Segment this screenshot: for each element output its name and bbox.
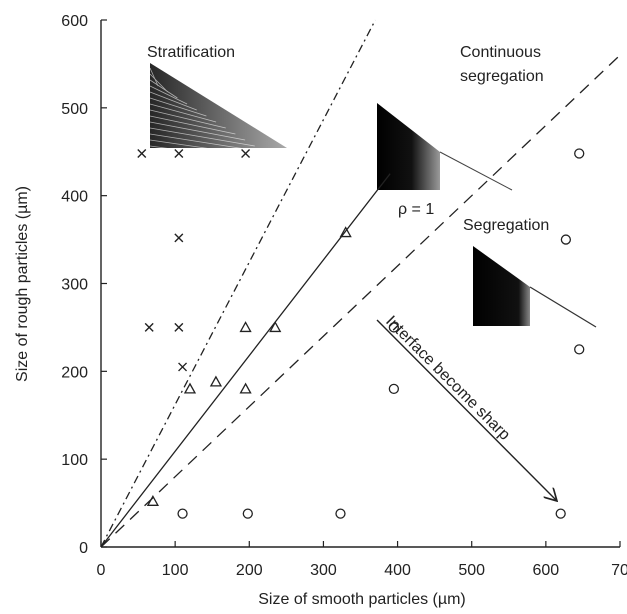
y-tick-label: 100 (61, 452, 88, 469)
point-x (174, 233, 184, 243)
point-circle (555, 508, 566, 519)
point-triangle (339, 226, 352, 238)
x-tick-label: 300 (310, 562, 337, 579)
y-tick-label: 500 (61, 101, 88, 118)
stratification-stripe (149, 109, 226, 129)
x-axis-label: Size of smooth particles (µm) (258, 591, 466, 608)
continuous-segregation-illustration (377, 103, 513, 191)
point-x-stroke (241, 149, 251, 159)
y-tick-label: 600 (61, 13, 88, 30)
stratification-stripe (149, 103, 217, 123)
x-tick-label: 100 (162, 562, 189, 579)
point-x (174, 149, 184, 159)
stratification-stripe (149, 85, 188, 105)
reference-line-dash-dot (100, 19, 376, 548)
point-x-stroke (137, 149, 147, 159)
point-circle (388, 322, 400, 333)
point-circle (560, 234, 572, 245)
point-triangle (146, 494, 160, 506)
annotation-segregation: Segregation (463, 217, 549, 234)
x-tick-label: 200 (236, 562, 263, 579)
stratification-stripe (149, 127, 255, 147)
point-x-stroke (178, 362, 188, 372)
point-circle (335, 508, 346, 519)
segregation-illustration (473, 246, 597, 328)
annotation-continuous-line1: Continuous (460, 44, 541, 61)
stratification-stripe (149, 139, 275, 159)
point-triangle (269, 321, 282, 333)
y-tick-label: 300 (61, 277, 88, 294)
annotation-stratification: Stratification (147, 44, 235, 61)
stratification-stripe (149, 97, 207, 117)
point-x-stroke (144, 322, 154, 332)
point-circle (177, 508, 188, 519)
x-tick-label: 0 (97, 562, 106, 579)
stratification-stripe (149, 91, 197, 111)
stratification-stripe (149, 67, 159, 87)
stratification-stripe (149, 121, 246, 141)
point-x-stroke (174, 322, 184, 332)
annotation-rho: ρ = 1 (398, 201, 434, 218)
point-x (144, 322, 154, 332)
y-axis-label: Size of rough particles (µm) (14, 186, 31, 382)
point-triangle (183, 382, 197, 394)
point-circle (574, 344, 585, 355)
y-tick-label: 400 (61, 189, 88, 206)
stratification-stripe (149, 145, 284, 165)
point-x (137, 149, 147, 159)
point-x-stroke (174, 149, 184, 159)
annotation-interface: Interface become sharp (382, 313, 513, 444)
y-tick-label: 0 (79, 540, 88, 557)
point-x (178, 362, 188, 372)
point-circle (388, 383, 400, 395)
stratification-stripe (149, 133, 265, 153)
stratification-stripe (149, 79, 178, 99)
point-circle (242, 508, 253, 519)
stratification-stripe (149, 73, 169, 93)
x-tick-label: 600 (533, 562, 560, 579)
x-tick-label: 500 (458, 562, 485, 579)
stratification-stripe (149, 115, 236, 135)
annotation-continuous-line2: segregation (460, 68, 544, 85)
data-points (137, 148, 585, 519)
x-tick-label: 400 (384, 562, 411, 579)
y-tick-label: 200 (61, 364, 88, 381)
point-triangle (239, 382, 252, 394)
point-x (174, 322, 184, 332)
point-triangle (239, 321, 252, 333)
stratification-illustration (149, 63, 287, 165)
point-triangle (209, 375, 223, 387)
interface-arrow (376, 319, 556, 500)
point-x (241, 149, 251, 159)
point-circle (574, 148, 585, 159)
x-tick-label: 70 (611, 562, 627, 579)
point-x-stroke (174, 233, 184, 243)
